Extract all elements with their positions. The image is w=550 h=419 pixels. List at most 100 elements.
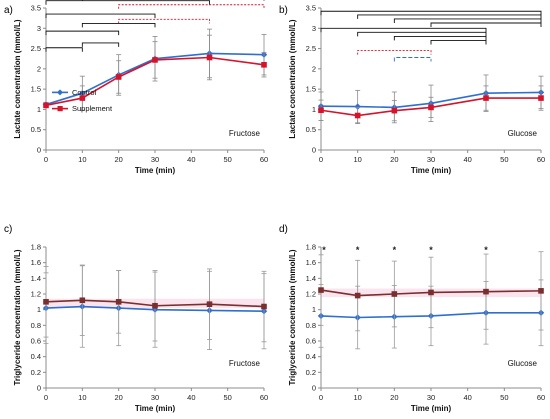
series-line-control	[45, 52, 265, 106]
y-axis-label: Triglyceride concentration (mmol/L)	[13, 249, 22, 385]
x-tick-label: 20	[390, 155, 398, 164]
y-axis-label: Lactate concentration (mmol/L)	[288, 19, 297, 138]
x-tick-label: 30	[151, 393, 159, 402]
significance-bracket	[430, 40, 487, 45]
panel-2: c) 0 0.2 0.4 0.6 0.8 1 1.2 1.4 1.6 1.8 0 10 20 30 40 50 6…	[4, 224, 268, 413]
series-line-supplement	[320, 289, 542, 297]
panel-3: d) 0 0.2 0.4 0.6 0.8 1 1.2 1.4 1.6 1.8 0 10 20 30 40 50 6…	[279, 224, 545, 413]
data-point-supplement	[115, 299, 122, 305]
x-tick-label: 0	[44, 155, 48, 164]
data-point-supplement	[43, 299, 49, 305]
y-tick-label: 2	[312, 64, 316, 73]
y-tick-label: 1.5	[31, 85, 41, 94]
significance-bracket	[357, 14, 542, 19]
y-tick-label: 1.2	[31, 290, 41, 299]
x-tick-label: 0	[44, 393, 48, 402]
series-line-control	[320, 91, 542, 109]
y-tick-label: 0.4	[306, 352, 316, 361]
y-tick-label: 2.5	[31, 44, 41, 53]
data-point-supplement	[261, 62, 267, 68]
x-tick-label: 60	[537, 393, 545, 402]
x-tick-label: 60	[537, 155, 545, 164]
panel-label: b)	[279, 5, 288, 16]
significance-bracket	[393, 57, 432, 62]
significance-bracket	[81, 42, 120, 47]
y-tick-label: 1.4	[306, 274, 316, 283]
data-point-supplement	[79, 95, 86, 101]
y-tick-label: 1.8	[306, 243, 316, 252]
y-tick-label: 3	[37, 24, 41, 33]
panel-label: d)	[279, 224, 288, 235]
data-point-supplement	[538, 95, 544, 101]
data-point-supplement	[43, 102, 49, 109]
data-point-supplement	[483, 288, 489, 295]
x-axis-label: Time (min)	[411, 404, 452, 413]
y-tick-label: 0	[312, 146, 316, 155]
data-point-supplement	[354, 112, 361, 119]
significance-star: *	[356, 245, 360, 255]
x-tick-label: 40	[463, 155, 471, 164]
y-tick-label: 2.5	[306, 44, 316, 53]
significance-bracket	[118, 18, 210, 24]
y-tick-label: 0.5	[306, 125, 316, 134]
y-tick-label: 3	[312, 24, 316, 33]
y-tick-label: 0.6	[306, 337, 316, 346]
panel-label: a)	[4, 5, 13, 16]
legend-label: Supplement	[72, 104, 113, 113]
data-point-supplement	[206, 54, 213, 61]
significance-bracket	[320, 27, 487, 33]
legend-marker-control	[57, 89, 63, 96]
x-tick-label: 60	[260, 393, 268, 402]
x-tick-label: 30	[427, 155, 435, 164]
significance-star: *	[322, 245, 326, 255]
x-axis-label: Time (min)	[135, 404, 176, 413]
y-tick-label: 1.8	[31, 243, 41, 252]
data-point-supplement	[354, 292, 361, 299]
panel-annotation: Glucose	[508, 359, 538, 368]
y-tick-label: 1.2	[306, 290, 316, 299]
significance-bracket	[81, 22, 156, 28]
x-tick-label: 10	[78, 393, 86, 402]
x-axis-label: Time (min)	[135, 166, 176, 175]
y-tick-label: 1	[37, 305, 41, 314]
y-tick-label: 1.6	[31, 258, 41, 267]
significance-star: *	[393, 245, 397, 255]
data-point-supplement	[79, 297, 86, 304]
data-point-supplement	[115, 74, 122, 80]
x-tick-label: 40	[463, 393, 471, 402]
y-tick-label: 0.2	[306, 368, 316, 377]
y-axis-label: Triglyceride concentration (mmol/L)	[288, 249, 297, 385]
significance-bracket	[320, 10, 542, 16]
panel-0: a) 0 0.5 1 1.5 2 2.5 3 3.5 0 10 20 30 40 50 60 Time (min…	[4, 0, 268, 175]
significance-star: *	[429, 245, 433, 255]
y-tick-label: 0	[37, 384, 41, 393]
x-tick-label: 20	[114, 155, 122, 164]
data-point-supplement	[152, 302, 158, 309]
x-tick-label: 10	[353, 155, 361, 164]
data-point-supplement	[391, 291, 398, 297]
y-tick-label: 1	[37, 105, 41, 114]
significance-bracket	[357, 50, 432, 55]
y-tick-label: 1.5	[306, 85, 316, 94]
x-tick-label: 50	[500, 393, 508, 402]
y-tick-label: 0.8	[31, 321, 41, 330]
significance-bracket	[45, 13, 156, 19]
panel-annotation: Glucose	[508, 129, 538, 138]
y-tick-label: 0.8	[306, 321, 316, 330]
series-line-control	[45, 305, 265, 313]
y-tick-label: 0	[37, 146, 41, 155]
significance-star: *	[484, 245, 488, 255]
data-point-control	[354, 103, 361, 110]
legend-label: Control	[72, 88, 97, 97]
significance-bracket	[393, 35, 487, 41]
y-tick-label: 3.5	[31, 4, 41, 13]
x-tick-label: 60	[260, 155, 268, 164]
significance-bracket	[430, 22, 542, 28]
y-tick-label: 2	[37, 64, 41, 73]
y-tick-label: 3.5	[306, 4, 316, 13]
significance-bracket	[45, 0, 210, 5]
x-tick-label: 0	[319, 155, 323, 164]
x-tick-label: 10	[78, 155, 86, 164]
